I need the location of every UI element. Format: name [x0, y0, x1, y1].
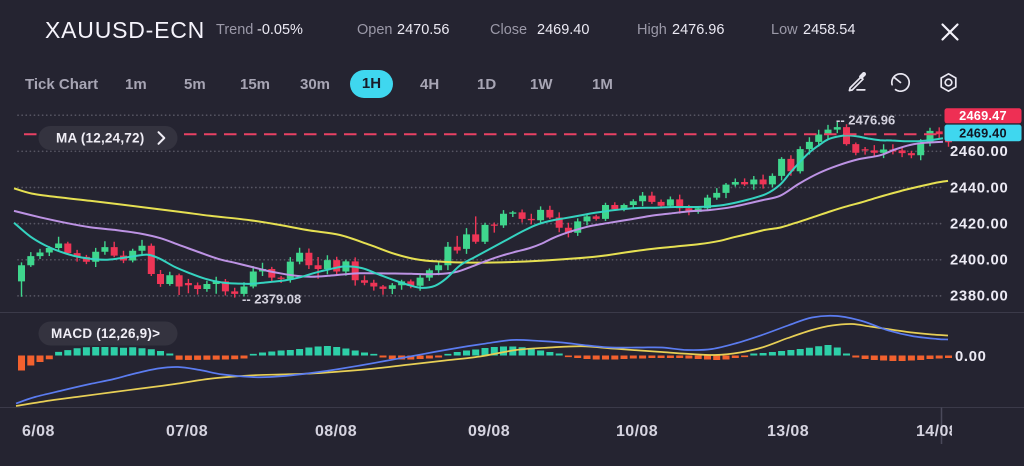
svg-text:2420.00: 2420.00 [950, 216, 1008, 232]
svg-text:09/08: 09/08 [468, 423, 510, 440]
svg-text:14/08: 14/08 [916, 423, 958, 440]
svg-text:2400.00: 2400.00 [950, 253, 1008, 269]
svg-text:2469.40: 2469.40 [959, 126, 1007, 141]
svg-text:-- 2379.08: -- 2379.08 [242, 292, 301, 307]
svg-text:2469.47: 2469.47 [959, 108, 1007, 123]
svg-text:MA (12,24,72): MA (12,24,72) [56, 131, 144, 146]
svg-text:6/08: 6/08 [22, 423, 55, 440]
svg-text:-- 2476.96: -- 2476.96 [836, 113, 895, 128]
svg-text:07/08: 07/08 [166, 423, 208, 440]
svg-text:2380.00: 2380.00 [950, 289, 1008, 305]
svg-text:2440.00: 2440.00 [950, 180, 1008, 196]
svg-text:13/08: 13/08 [767, 423, 809, 440]
svg-text:0.00: 0.00 [955, 349, 987, 365]
svg-text:MACD (12,26,9)>: MACD (12,26,9)> [51, 326, 160, 341]
svg-text:08/08: 08/08 [315, 423, 357, 440]
svg-text:2460.00: 2460.00 [950, 144, 1008, 160]
svg-text:10/08: 10/08 [616, 423, 658, 440]
